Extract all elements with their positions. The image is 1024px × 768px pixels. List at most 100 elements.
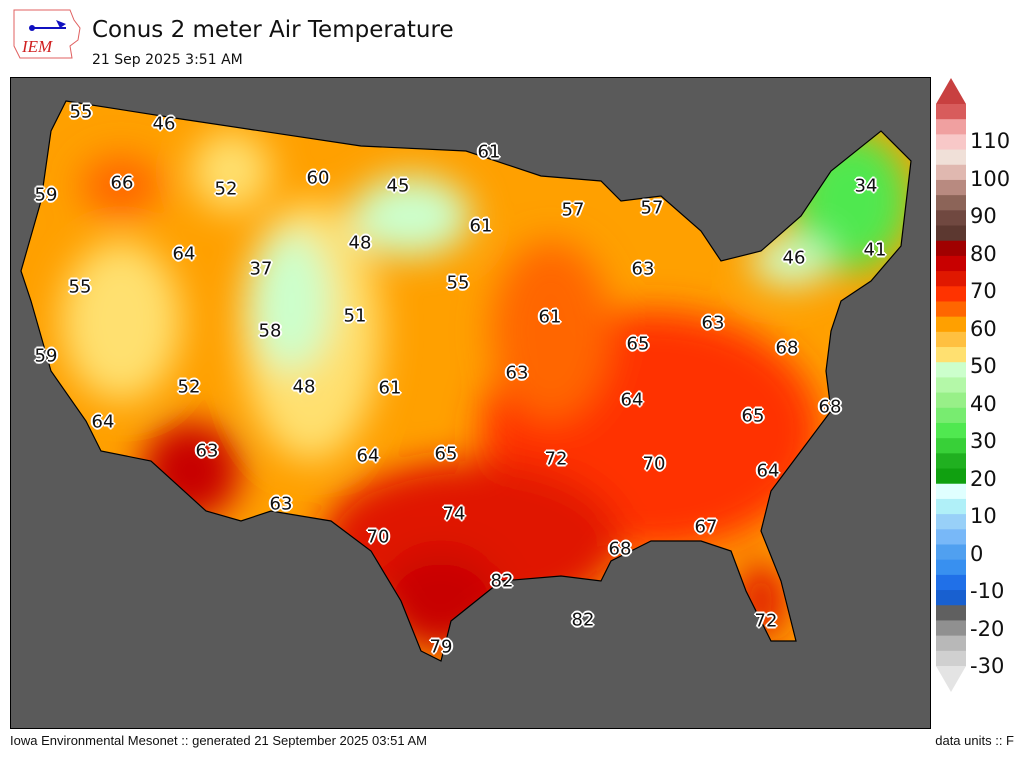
colorbar-segment — [936, 195, 966, 211]
colorbar-segment — [936, 422, 966, 439]
colorbar-min-arrow — [936, 666, 966, 692]
colorbar-tick-label: -30 — [970, 654, 1005, 678]
colorbar-segment — [936, 407, 966, 424]
temperature-label: 70 — [366, 526, 390, 548]
temperature-label: 68 — [818, 396, 842, 418]
temperature-label: 65 — [434, 443, 458, 465]
temperature-label: 63 — [631, 258, 655, 280]
colorbar-segment — [936, 377, 966, 394]
colorbar-tick-label: -20 — [970, 616, 1005, 641]
colorbar-segment — [936, 438, 966, 454]
colorbar-segment — [936, 271, 966, 287]
temperature-label: 63 — [195, 440, 219, 462]
svg-text:IEM: IEM — [21, 37, 53, 56]
colorbar-tick-label: 110 — [970, 129, 1011, 154]
temperature-label: 82 — [571, 609, 595, 631]
colorbar-tick-label: 20 — [970, 466, 997, 491]
temperature-label: 68 — [775, 337, 799, 359]
colorbar-segment — [936, 574, 966, 591]
colorbar-segment — [936, 104, 966, 120]
colorbar-tick-label: 0 — [970, 541, 984, 566]
colorbar-segment — [936, 635, 966, 652]
temperature-label: 59 — [34, 184, 58, 206]
temperature-label: 65 — [741, 405, 765, 427]
colorbar-segment — [936, 529, 966, 545]
temperature-label: 55 — [68, 276, 92, 298]
temperature-label: 51 — [343, 305, 367, 327]
colorbar-tick-label: 70 — [970, 279, 997, 304]
temperature-label: 67 — [694, 516, 718, 538]
colorbar-segment — [936, 149, 966, 166]
colorbar-tick-label: 10 — [970, 504, 997, 529]
colorbar-segment — [936, 210, 966, 227]
colorbar-segment — [936, 559, 966, 576]
colorbar-segment — [936, 225, 966, 242]
temperature-label: 55 — [69, 101, 93, 123]
colorbar-segment — [936, 392, 966, 409]
colorbar-segment — [936, 590, 966, 606]
iem-logo: IEM — [13, 9, 81, 59]
temperature-label: 52 — [214, 178, 238, 200]
colorbar-tick-label: 60 — [970, 316, 997, 341]
temperature-label: 55 — [446, 272, 470, 294]
temperature-label: 58 — [258, 320, 282, 342]
temperature-label: 45 — [386, 175, 410, 197]
temperature-label: 46 — [782, 247, 806, 269]
colorbar-tick-label: 30 — [970, 429, 997, 454]
temperature-label: 37 — [249, 258, 273, 280]
colorbar-segment — [936, 347, 966, 363]
page-title: Conus 2 meter Air Temperature — [92, 17, 454, 43]
colorbar-segment — [936, 119, 966, 135]
colorbar-tick-label: 50 — [970, 354, 997, 379]
footer-units: data units :: F — [935, 733, 1014, 748]
temperature-label: 68 — [608, 538, 632, 560]
temperature-label: 64 — [356, 445, 380, 467]
colorbar-tick-label: 40 — [970, 391, 997, 416]
colorbar-tick-label: 80 — [970, 241, 997, 266]
temperature-label: 64 — [756, 460, 780, 482]
temperature-label: 79 — [429, 636, 453, 658]
colorbar-tick-label: 100 — [970, 166, 1011, 191]
temperature-label: 46 — [152, 113, 176, 135]
colorbar-tick-label: -10 — [970, 579, 1005, 604]
temperature-label: 82 — [490, 570, 514, 592]
temperature-label: 63 — [505, 362, 529, 384]
temperature-map: 55 46 66 59 52 60 45 61 57 57 34 48 61 64 37 46 41 55 55 63… — [10, 77, 931, 729]
temperature-label: 41 — [863, 239, 887, 261]
colorbar-segment — [936, 498, 966, 515]
colorbar-segment — [936, 316, 966, 333]
temperature-label: 63 — [701, 312, 725, 334]
temperature-label: 48 — [348, 232, 372, 254]
temperature-label: 74 — [442, 503, 466, 525]
temperature-label: 59 — [34, 345, 58, 367]
colorbar-segment — [936, 164, 966, 181]
temperature-label: 72 — [754, 610, 778, 632]
colorbar-segment — [936, 650, 966, 667]
temperature-label: 61 — [469, 215, 493, 237]
colorbar-segment — [936, 605, 966, 621]
temperature-label: 57 — [640, 197, 664, 219]
page-subtitle: 21 Sep 2025 3:51 AM — [92, 52, 243, 68]
colorbar-segment — [936, 362, 966, 378]
colorbar-segment — [936, 240, 966, 257]
footer-credit: Iowa Environmental Mesonet :: generated … — [10, 733, 427, 748]
colorbar — [936, 78, 966, 692]
temperature-label: 66 — [110, 172, 134, 194]
temperature-label: 57 — [561, 199, 585, 221]
temperature-label: 61 — [378, 377, 402, 399]
colorbar-segment — [936, 514, 966, 530]
colorbar-segment — [936, 179, 966, 196]
temperature-label: 61 — [477, 141, 501, 163]
temperature-label: 34 — [854, 175, 878, 197]
temperature-label: 64 — [620, 389, 644, 411]
temperature-label: 64 — [91, 411, 115, 433]
temperature-label: 65 — [626, 333, 650, 355]
temperature-label: 61 — [538, 306, 562, 328]
colorbar-segment — [936, 453, 966, 470]
temperature-label: 63 — [269, 493, 293, 515]
colorbar-segment — [936, 331, 966, 348]
colorbar-max-arrow — [936, 78, 966, 104]
colorbar-segment — [936, 483, 966, 500]
colorbar-segment — [936, 286, 966, 302]
temperature-label: 70 — [642, 453, 666, 475]
